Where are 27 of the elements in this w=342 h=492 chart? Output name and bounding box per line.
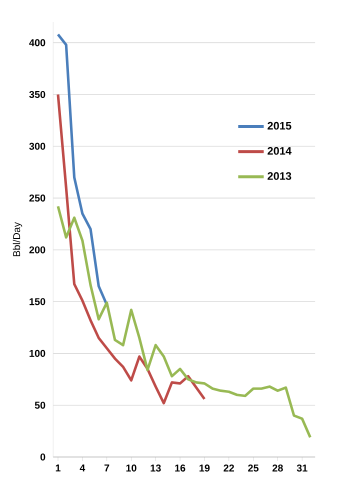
y-tick-label: 250 [29,194,46,202]
x-tick-label: 28 [272,464,283,472]
y-tick-label: 150 [30,298,46,306]
x-tick-label: 31 [296,464,308,472]
x-tick-label: 10 [126,464,136,472]
y-tick-label: 400 [29,39,46,46]
x-tick-label: 13 [150,464,161,472]
x-tick-label: 4 [80,464,86,472]
line-series [56,205,312,439]
x-tick-label: 19 [200,464,210,472]
x-tick-label: 16 [175,464,186,472]
y-tick-label: 300 [29,142,46,150]
y-tick-label: 50 [34,402,46,409]
y-axis-title: Bbl/Day [12,222,22,256]
line-series [56,33,108,306]
x-tick-label: 7 [104,464,110,472]
x-tick-label: 25 [248,464,259,472]
y-tick-label: 100 [30,350,46,357]
y-tick-label: 200 [29,246,46,254]
legend-label: 2013 [268,172,292,180]
y-tick-label: 0 [40,453,46,461]
x-tick-label: 22 [224,464,234,472]
legend-label: 2014 [268,147,292,155]
legend-label: 2015 [268,122,292,130]
y-tick-label: 350 [29,90,46,98]
line-series [56,93,206,404]
x-tick-label: 1 [56,464,60,472]
